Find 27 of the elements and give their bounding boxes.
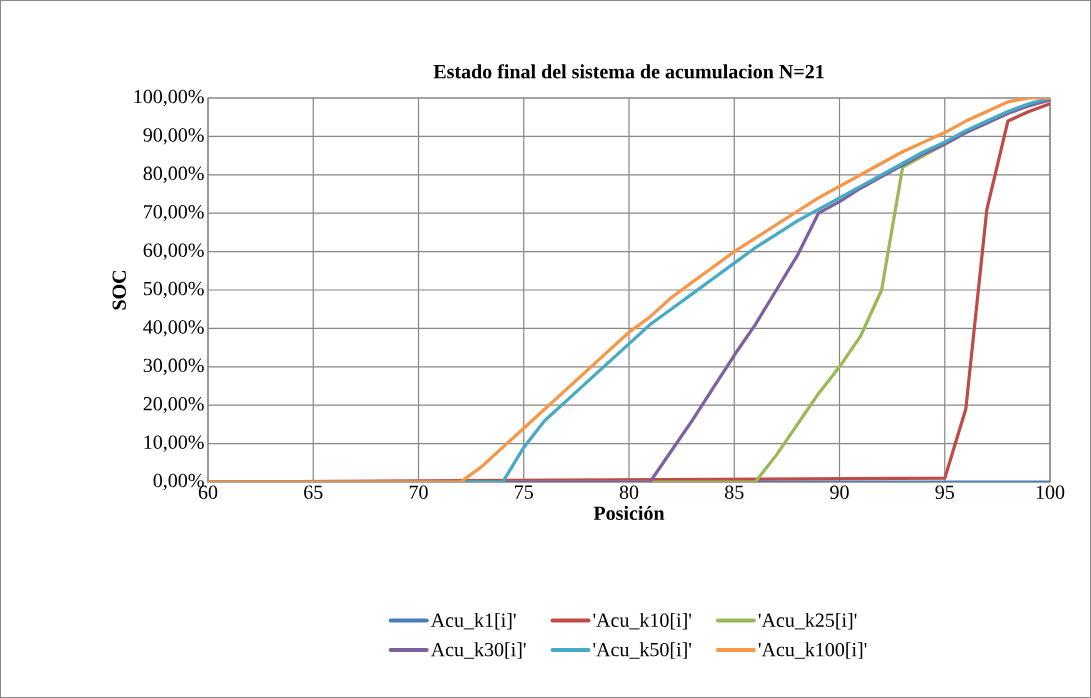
y-tick-label: 60,00% [143,243,204,260]
legend-label: 'Acu_k25[i]' [758,612,857,630]
y-tick-label: 20,00% [143,397,204,414]
x-tick-label: 100 [1036,485,1065,500]
legend-label: 'Acu_k100[i]' [758,642,867,659]
y-tick-label: 50,00% [143,281,204,299]
y-tick-label: 10,00% [144,435,204,452]
y-tick-label: 90,00% [143,128,204,145]
x-axis-title: Posición [593,505,665,520]
legend-label: 'Acu_k10[i]' [593,612,692,630]
y-tick-label: 70,00% [144,205,204,222]
y-tick-label: 80,00% [143,166,204,183]
x-tick-label: 70 [409,485,428,500]
x-tick-label: 90 [830,485,849,500]
x-tick-label: 65 [304,485,323,499]
x-tick-label: 85 [725,485,744,500]
x-tick-label: 95 [935,485,954,499]
y-tick-label: 40,00% [143,320,204,337]
y-tick-label: 30,00% [143,358,204,375]
x-tick-label: 75 [515,485,533,499]
legend-label: 'Acu_k50[i]' [593,642,692,659]
x-tick-label: 80 [619,485,639,500]
y-axis-title: SOC [112,270,126,310]
legend-label: Acu_k1[i]' [430,612,516,630]
y-tick-label: 100,00% [134,89,204,107]
chart-title: Estado final del sistema de acumulacion N=21 [433,64,824,79]
legend-label: Acu_k30[i]' [430,642,526,659]
